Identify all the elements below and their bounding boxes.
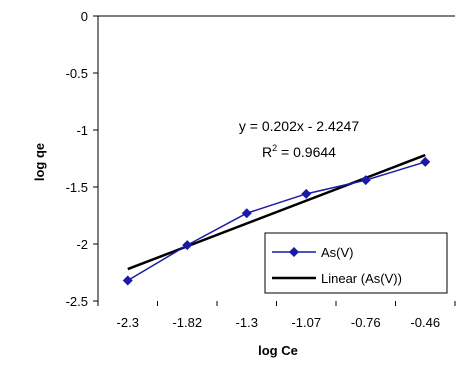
x-tick-label: -2.3: [117, 315, 139, 330]
series-group: [122, 156, 431, 286]
x-tick-label: -1.82: [172, 315, 202, 330]
y-tick-label: -1: [76, 123, 88, 138]
data-point: [360, 175, 371, 186]
x-tick-label: -0.46: [410, 315, 440, 330]
equation-annotation: y = 0.202x - 2.4247: [239, 118, 359, 134]
trendline: [127, 153, 426, 271]
data-point: [420, 156, 431, 167]
y-axis-title: log qe: [32, 143, 47, 181]
data-point: [301, 188, 312, 199]
r-squared-value: = 0.9644: [277, 144, 336, 160]
axes: [97, 15, 455, 301]
x-tick-label: -0.76: [351, 315, 381, 330]
data-point: [241, 208, 252, 219]
r-squared-superscript: 2: [272, 143, 277, 153]
y-tick-label: 0: [81, 9, 88, 24]
x-tick-label: -1.07: [291, 315, 321, 330]
y-tick-label: -2.5: [66, 294, 88, 309]
legend-series-label: As(V): [321, 245, 354, 260]
data-point: [122, 275, 133, 286]
y-tick-label: -0.5: [66, 66, 88, 81]
r-squared-annotation: R2 = 0.9644: [262, 143, 336, 160]
y-axis-ticks: 0 -0.5 -1 -1.5 -2 -2.5: [66, 9, 98, 309]
y-tick-label: -1.5: [66, 180, 88, 195]
x-tick-label: -1.3: [236, 315, 258, 330]
legend-series-swatch-marker: [289, 247, 299, 257]
legend-box: [264, 232, 448, 294]
legend-trendline-label: Linear (As(V)): [321, 271, 402, 286]
r-squared-prefix: R: [262, 144, 272, 160]
y-tick-label: -2: [76, 237, 88, 252]
x-axis-ticks: -2.3 -1.82 -1.3 -1.07 -0.76 -0.46: [97, 301, 456, 330]
legend: As(V) Linear (As(V)): [264, 232, 448, 294]
data-point: [182, 240, 193, 251]
series-line: [127, 161, 426, 282]
x-axis-title: log Ce: [258, 343, 298, 358]
trendline-group: [127, 153, 426, 271]
